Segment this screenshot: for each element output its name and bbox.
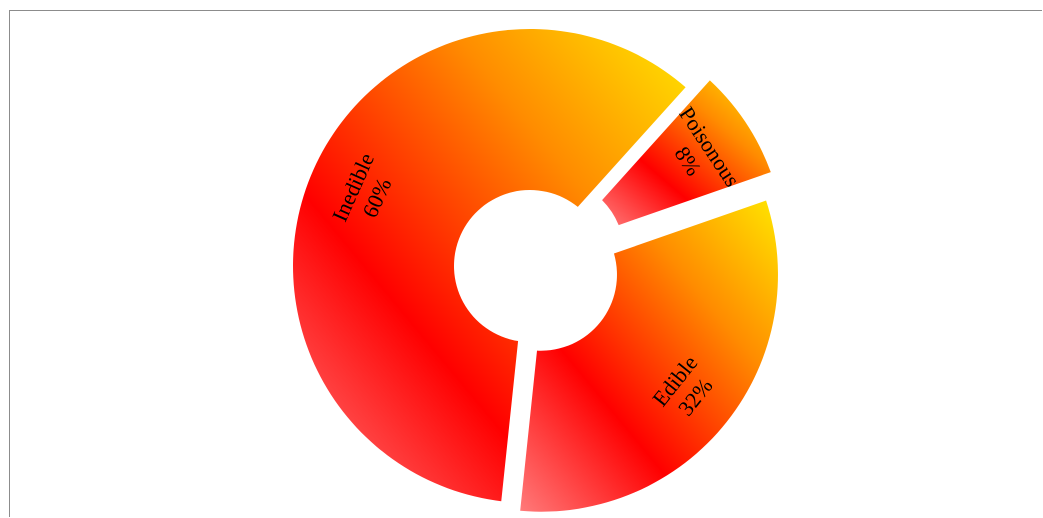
- slice-edible: [520, 200, 778, 512]
- slices-group: [293, 29, 778, 512]
- slice-inedible: [293, 29, 686, 502]
- slice-poisonous: [602, 80, 771, 226]
